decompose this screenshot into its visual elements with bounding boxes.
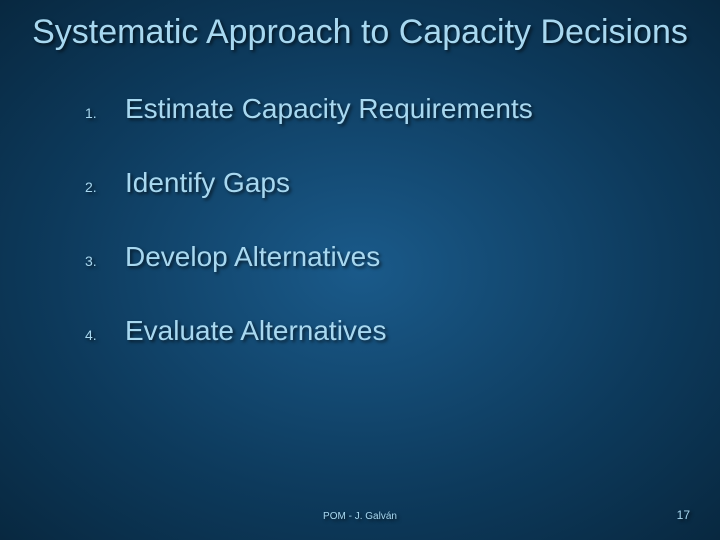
page-title: Systematic Approach to Capacity Decision… [0, 0, 720, 53]
list-number: 2. [85, 179, 125, 195]
list-number: 1. [85, 105, 125, 121]
list-number: 4. [85, 327, 125, 343]
list-number: 3. [85, 253, 125, 269]
page-number: 17 [677, 508, 690, 522]
list-text: Identify Gaps [125, 167, 290, 199]
list-text: Evaluate Alternatives [125, 315, 387, 347]
list-text: Estimate Capacity Requirements [125, 93, 533, 125]
list-text: Develop Alternatives [125, 241, 380, 273]
ordered-list: 1. Estimate Capacity Requirements 2. Ide… [0, 93, 720, 347]
list-item: 3. Develop Alternatives [85, 241, 720, 273]
footer-author: POM - J. Galván [0, 511, 720, 522]
list-item: 4. Evaluate Alternatives [85, 315, 720, 347]
list-item: 2. Identify Gaps [85, 167, 720, 199]
list-item: 1. Estimate Capacity Requirements [85, 93, 720, 125]
